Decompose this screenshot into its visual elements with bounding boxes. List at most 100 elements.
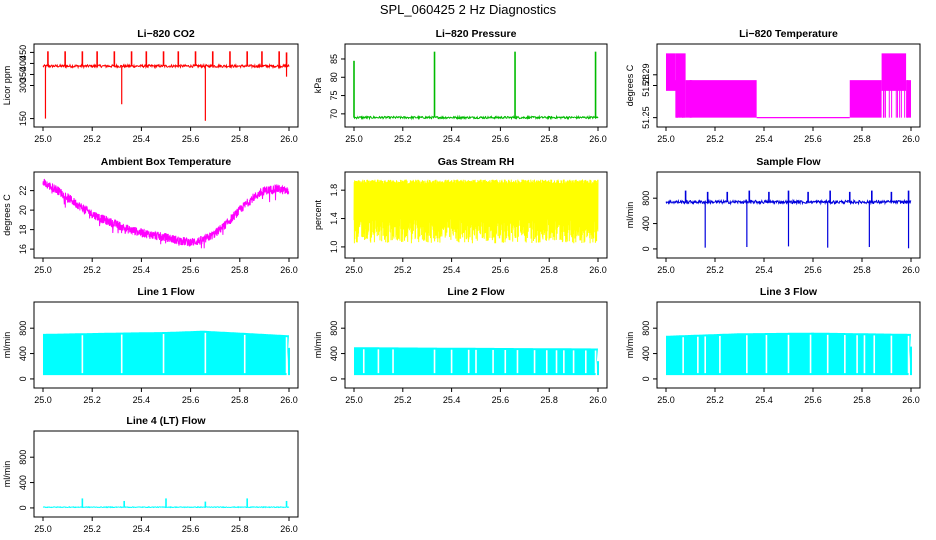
level-band <box>675 53 686 118</box>
y-tick-label: 51.29 <box>641 64 651 87</box>
panel-9: Line 3 Flow ml/min 25.0 25.2 25.4 25.6 25.8 26.… <box>625 286 921 405</box>
series-line <box>42 62 290 70</box>
x-tick-label: 25.6 <box>182 395 200 405</box>
x-tick-label: 25.2 <box>706 395 724 405</box>
y-tick-label: 350 <box>18 67 28 82</box>
series-line <box>42 178 290 249</box>
x-tick-label: 25.4 <box>755 134 773 144</box>
plot-frame <box>656 171 921 259</box>
x-tick-label: 25.8 <box>231 395 249 405</box>
x-tick-label: 26.0 <box>280 395 298 405</box>
y-tick-label: 300 <box>18 78 28 93</box>
x-tick-label: 25.0 <box>345 134 363 144</box>
x-tick-label: 25.0 <box>345 265 363 275</box>
x-tick-label: 25.0 <box>34 265 52 275</box>
x-tick-label: 25.6 <box>804 134 822 144</box>
data-series <box>353 179 599 244</box>
data-series <box>43 330 290 376</box>
y-tick-label: 0 <box>641 246 651 251</box>
plot-frame <box>656 301 921 389</box>
y-tick-label: 16 <box>18 244 28 254</box>
y-tick-label: 800 <box>329 321 339 336</box>
x-tick-label: 25.8 <box>853 134 871 144</box>
y-tick-label: 80 <box>329 72 339 82</box>
level-band <box>666 53 676 91</box>
x-tick-label: 25.2 <box>706 265 724 275</box>
level-band <box>906 80 911 118</box>
plot-frame <box>33 171 299 259</box>
panel-10: Line 4 (LT) Flow ml/min 25.0 25.2 25.4 25.6 25… <box>2 415 299 534</box>
flow-band <box>43 330 289 376</box>
x-tick-label: 26.0 <box>902 134 920 144</box>
y-axis-label: ml/min <box>313 332 323 359</box>
x-tick-label: 25.8 <box>540 134 558 144</box>
x-tick-label: 25.4 <box>133 524 151 534</box>
panel-7: Line 1 Flow ml/min 25.0 25.2 25.4 25.6 25.8 26.… <box>2 286 299 405</box>
x-tick-label: 25.2 <box>83 395 101 405</box>
x-tick-label: 25.4 <box>755 265 773 275</box>
y-tick-label: 800 <box>641 321 651 336</box>
x-tick-label: 25.2 <box>394 134 412 144</box>
x-tick-label: 25.4 <box>755 395 773 405</box>
x-tick-label: 25.8 <box>231 265 249 275</box>
x-tick-label: 25.4 <box>443 134 461 144</box>
data-series <box>666 332 912 376</box>
plot-frame <box>344 301 608 389</box>
data-series <box>42 178 290 249</box>
x-tick-label: 25.8 <box>540 395 558 405</box>
y-tick-label: 70 <box>329 109 339 119</box>
y-tick-label: 51.25 <box>641 106 651 129</box>
x-tick-label: 25.4 <box>133 265 151 275</box>
x-tick-label: 25.0 <box>34 134 52 144</box>
x-tick-label: 25.0 <box>657 265 675 275</box>
y-tick-label: 1.4 <box>329 212 339 225</box>
y-axis-label: degrees C <box>2 194 12 236</box>
x-tick-label: 25.6 <box>492 265 510 275</box>
x-tick-label: 26.0 <box>589 265 607 275</box>
x-tick-label: 25.0 <box>34 395 52 405</box>
series-line <box>42 505 290 509</box>
y-tick-label: 400 <box>641 216 651 231</box>
level-band <box>685 80 757 118</box>
data-series <box>42 51 290 121</box>
series-line <box>353 114 599 121</box>
y-axis-label: kPa <box>313 78 323 94</box>
x-tick-label: 25.2 <box>83 134 101 144</box>
y-tick-label: 18 <box>18 225 28 235</box>
x-tick-label: 25.2 <box>394 395 412 405</box>
panel-2: Li−820 Pressure kPa 25.0 25.2 25.4 25.6 25.8 26… <box>313 28 608 144</box>
plot-frame <box>33 430 299 518</box>
y-axis-label: ml/min <box>625 202 635 229</box>
x-tick-label: 25.6 <box>492 134 510 144</box>
plot-frame <box>344 43 608 128</box>
x-tick-label: 26.0 <box>589 395 607 405</box>
data-series <box>666 53 911 119</box>
x-tick-label: 25.6 <box>804 265 822 275</box>
x-tick-label: 26.0 <box>589 134 607 144</box>
panel-title: Line 3 Flow <box>760 286 818 298</box>
x-tick-label: 25.6 <box>182 134 200 144</box>
x-tick-label: 25.2 <box>83 265 101 275</box>
data-series <box>354 347 599 376</box>
x-tick-label: 25.6 <box>804 395 822 405</box>
plot-frame <box>33 301 299 389</box>
x-tick-label: 26.0 <box>280 524 298 534</box>
y-tick-label: 450 <box>18 45 28 60</box>
panel-5: Gas Stream RH percent 25.0 25.2 25.4 25.6 25.8… <box>313 156 608 275</box>
x-tick-label: 26.0 <box>902 395 920 405</box>
y-tick-label: 20 <box>18 205 28 215</box>
level-band <box>849 80 882 118</box>
y-tick-label: 400 <box>329 346 339 361</box>
x-tick-label: 25.8 <box>231 134 249 144</box>
x-tick-label: 25.8 <box>853 265 871 275</box>
panel-title: Line 1 Flow <box>137 286 195 298</box>
panel-8: Line 2 Flow ml/min 25.0 25.2 25.4 25.6 25.8 26.… <box>313 286 608 405</box>
y-axis-label: ml/min <box>2 461 12 488</box>
x-tick-label: 25.8 <box>540 265 558 275</box>
x-tick-label: 25.2 <box>706 134 724 144</box>
y-tick-label: 0 <box>18 505 28 510</box>
panel-title: Sample Flow <box>756 156 821 168</box>
x-tick-label: 25.0 <box>657 395 675 405</box>
x-tick-label: 25.8 <box>853 395 871 405</box>
